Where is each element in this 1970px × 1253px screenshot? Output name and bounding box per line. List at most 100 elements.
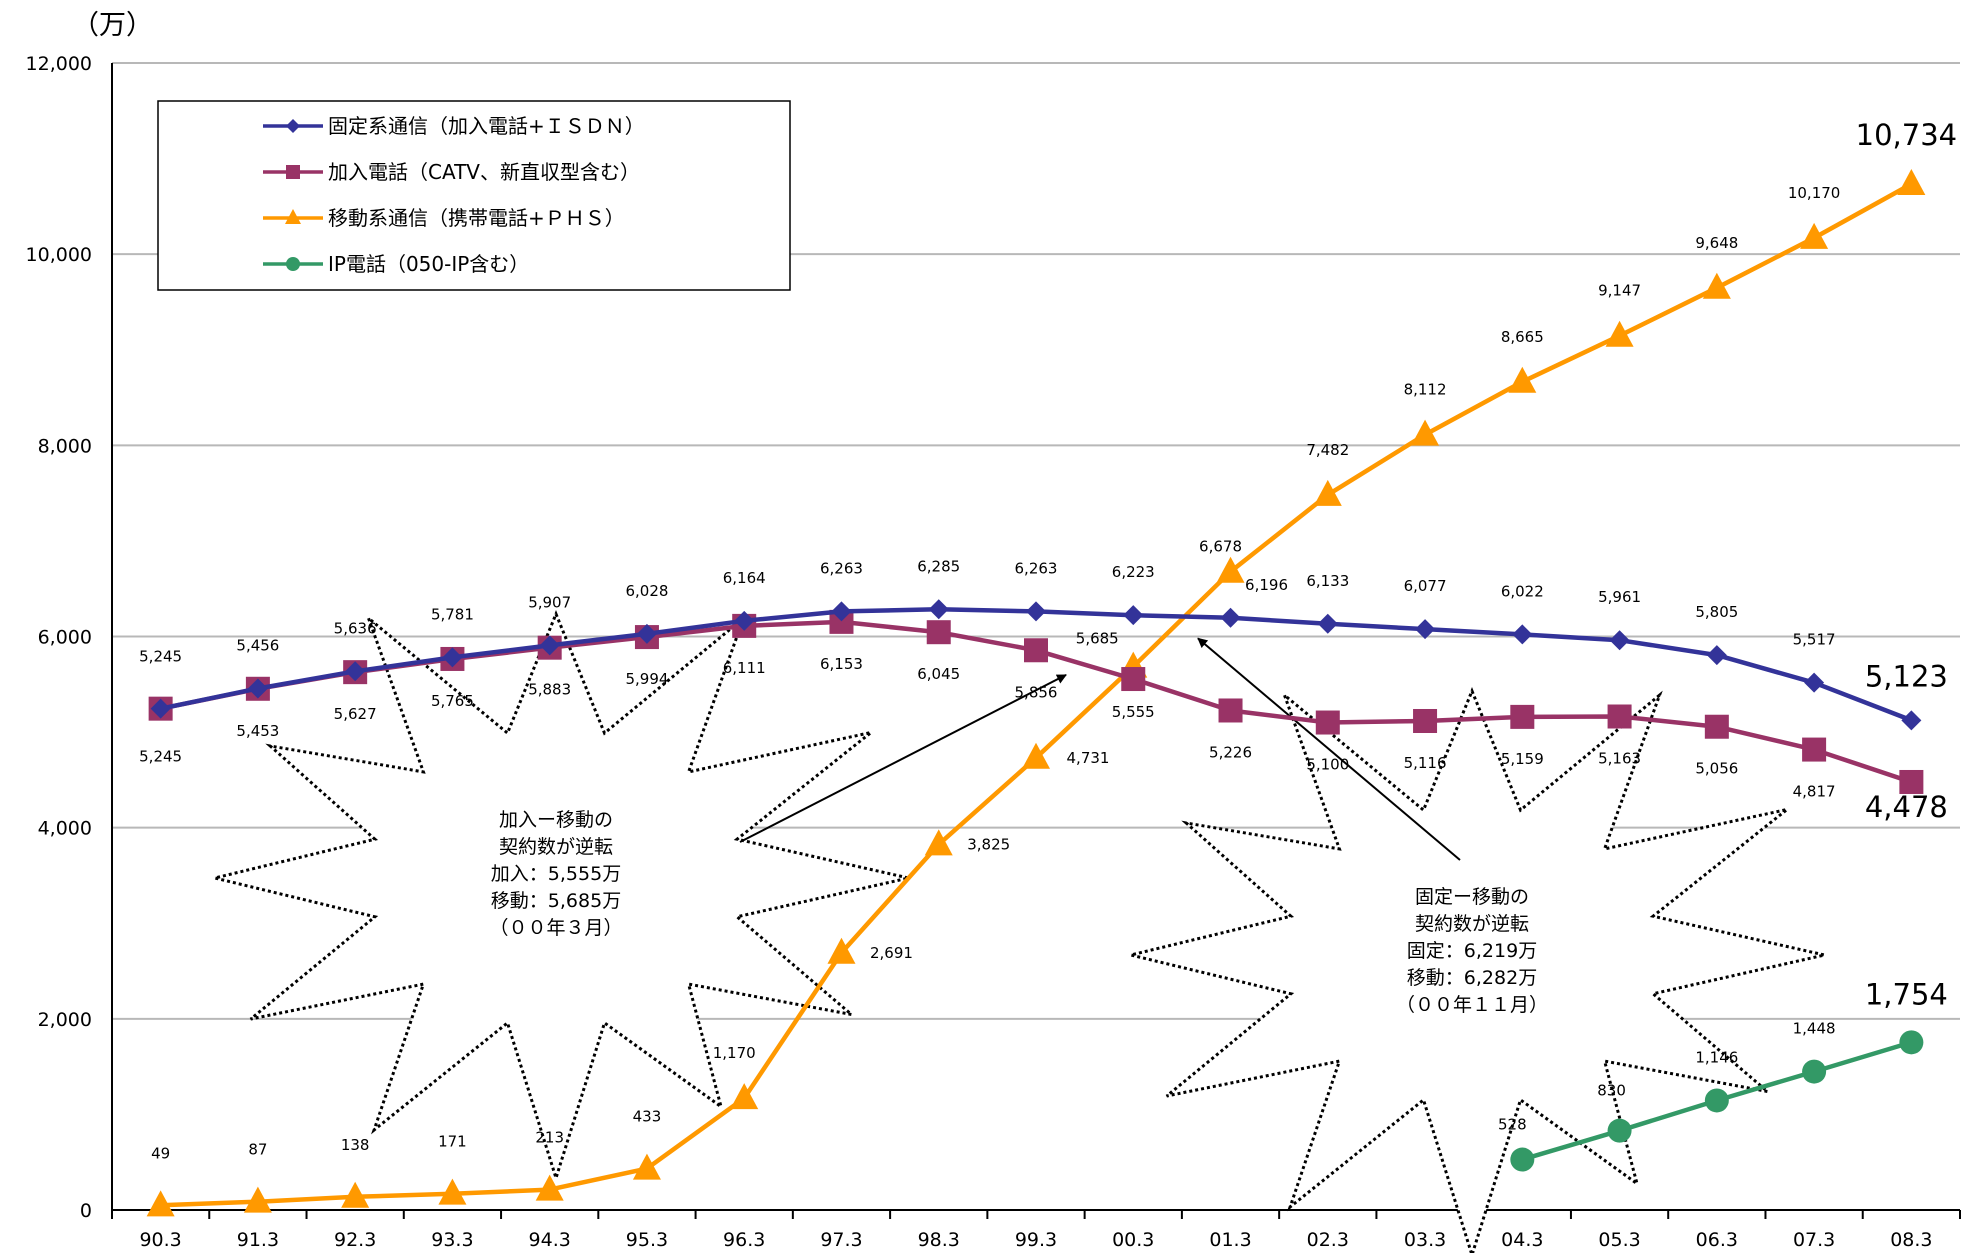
legend-entry: 加入電話（CATV、新直収型含む） [263, 160, 640, 184]
data-label: 4,731 [1067, 749, 1110, 767]
series-marker-triangle [1313, 479, 1342, 506]
x-tick-label: 03.3 [1404, 1229, 1446, 1251]
series-marker-diamond [1415, 619, 1436, 640]
series-4 [1510, 1030, 1924, 1172]
series-marker-square [926, 620, 951, 645]
data-label: 5,856 [1015, 683, 1058, 701]
data-label: 830 [1597, 1082, 1626, 1100]
data-label: 4,478 [1865, 790, 1948, 824]
series-group [146, 169, 1926, 1217]
x-tick-label: 07.3 [1793, 1229, 1835, 1251]
series-marker-circle [1704, 1088, 1729, 1113]
data-label: 2,691 [870, 944, 913, 962]
series-marker-diamond [831, 601, 852, 622]
data-label: 6,285 [917, 557, 960, 575]
annotation-text-line: （００年１１月） [1396, 994, 1548, 1016]
series-marker-diamond [539, 635, 560, 656]
data-label: 5,961 [1598, 588, 1641, 606]
data-label: 5,883 [528, 681, 571, 699]
series-marker-diamond [636, 623, 657, 644]
data-label: 5,245 [139, 648, 182, 666]
annotation-text-line: 移動：5,685万 [491, 890, 621, 912]
x-tick-label: 08.3 [1890, 1229, 1932, 1251]
series-marker-diamond [1901, 710, 1922, 731]
axes: 0 2,000 4,000 6,000 8,000 10,000 12,000 （万） 90.3… [26, 10, 1961, 1251]
y-tick-label: 2,000 [38, 1009, 92, 1031]
series-marker-diamond [247, 678, 268, 699]
data-label: 433 [633, 1108, 662, 1126]
annotation-arrow [739, 674, 1067, 843]
data-label: 49 [151, 1144, 170, 1162]
legend-label: 移動系通信（携帯電話+ＰＨＳ） [328, 206, 625, 230]
data-label: 171 [438, 1133, 467, 1151]
series-marker-diamond [1026, 601, 1046, 622]
series-marker-diamond [734, 610, 755, 631]
series-marker-diamond [1317, 613, 1338, 634]
series-marker-triangle [1897, 169, 1926, 196]
data-label: 6,022 [1501, 582, 1544, 600]
series-marker-triangle [1702, 272, 1731, 299]
x-tick-label: 99.3 [1015, 1229, 1057, 1251]
annotation-text-line: （００年３月） [489, 917, 622, 939]
x-tick-label: 94.3 [529, 1229, 571, 1251]
legend: 固定系通信（加入電話+ＩＳＤＮ） 加入電話（CATV、新直収型含む） 移動系通信（携… [157, 100, 791, 291]
series-marker-circle [1510, 1147, 1535, 1172]
data-label: 213 [535, 1129, 564, 1147]
data-label: 5,456 [236, 636, 279, 654]
series-marker-square [1899, 769, 1924, 794]
series-marker-square [1704, 714, 1729, 739]
x-tick-label: 93.3 [431, 1229, 473, 1251]
annotation-text-line: 契約数が逆転 [499, 836, 613, 858]
series-marker-square [1024, 638, 1048, 663]
data-label: 6,678 [1199, 538, 1242, 556]
data-label: 4,817 [1793, 783, 1836, 801]
data-label: 5,907 [528, 593, 571, 611]
data-label: 6,223 [1112, 563, 1155, 581]
x-tick-label: 98.3 [918, 1229, 960, 1251]
series-marker-triangle [341, 1181, 370, 1208]
series-marker-circle [1607, 1118, 1632, 1143]
data-label: 5,765 [431, 692, 474, 710]
data-label: 5,517 [1793, 631, 1836, 649]
series-marker-square [1607, 704, 1632, 729]
data-label: 5,685 [1076, 630, 1119, 648]
data-label: 1,448 [1793, 1020, 1836, 1038]
x-tick-label: 92.3 [334, 1229, 376, 1251]
data-label: 10,170 [1788, 184, 1841, 202]
series-marker-triangle [1605, 320, 1634, 347]
series-marker-diamond [345, 661, 366, 682]
data-label: 6,196 [1245, 576, 1288, 594]
series-marker-square [1802, 737, 1827, 762]
legend-marker [285, 209, 301, 224]
x-tick-label: 02.3 [1307, 1229, 1349, 1251]
y-unit-label: （万） [72, 10, 153, 41]
series-marker-diamond [1609, 630, 1630, 651]
series-marker-circle [1899, 1030, 1924, 1055]
series-marker-triangle [1022, 742, 1050, 769]
x-tick-label: 95.3 [626, 1229, 668, 1251]
data-label: 5,163 [1598, 750, 1641, 768]
series-marker-circle [1802, 1059, 1827, 1084]
legend-label: IP電話（050-IP含む） [328, 252, 529, 276]
annotation-arrow [1197, 637, 1461, 861]
data-label: 5,159 [1501, 750, 1544, 768]
series-marker-triangle [146, 1190, 175, 1217]
data-label: 5,100 [1306, 756, 1349, 774]
data-label: 6,133 [1306, 572, 1349, 590]
annotation-text-line: 契約数が逆転 [1415, 913, 1529, 935]
data-label-group: 5,245 5,456 5,636 5,781 5,907 6,028 6,164 6,263… [139, 118, 1957, 1162]
annotation-starburst [1130, 687, 1825, 1253]
series-marker-square [1121, 667, 1146, 692]
legend-marker [286, 257, 300, 271]
data-label: 5,056 [1695, 760, 1738, 778]
x-tick-label: 01.3 [1209, 1229, 1251, 1251]
series-marker-triangle [438, 1178, 467, 1205]
annotation-text-line: 加入：5,555万 [491, 863, 621, 885]
series-marker-diamond [1123, 605, 1144, 626]
x-tick-label: 05.3 [1598, 1229, 1640, 1251]
data-label: 528 [1498, 1116, 1527, 1134]
data-label: 5,116 [1404, 754, 1447, 772]
legend-entry: 移動系通信（携帯電話+ＰＨＳ） [263, 206, 625, 230]
series-marker-triangle [243, 1186, 272, 1213]
